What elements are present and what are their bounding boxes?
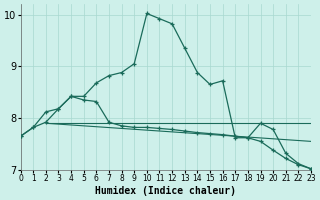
X-axis label: Humidex (Indice chaleur): Humidex (Indice chaleur) [95,186,236,196]
